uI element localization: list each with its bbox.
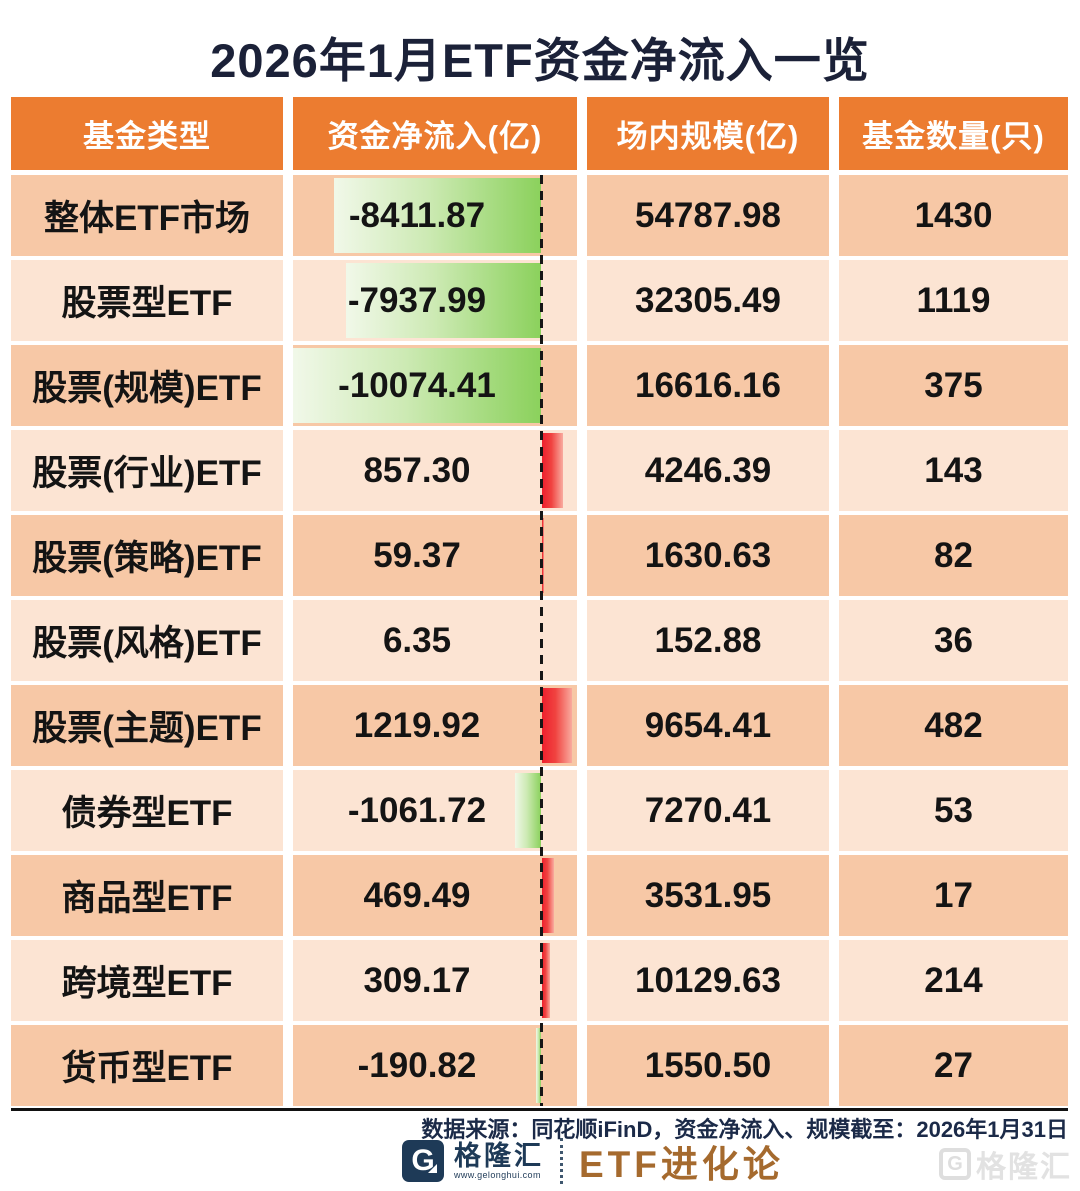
- net-flow-cell: 309.17: [293, 940, 577, 1021]
- net-flow-cell: -7937.99: [293, 260, 577, 341]
- scale-cell: 16616.16: [587, 345, 829, 426]
- table-bottom-rule: [11, 1108, 1068, 1111]
- watermark-logo-icon: G: [939, 1148, 971, 1180]
- fund-type-cell: 货币型ETF: [11, 1025, 283, 1106]
- table-header-row: 基金类型 资金净流入(亿) 场内规模(亿) 基金数量(只): [11, 97, 1068, 170]
- net-flow-cell: -8411.87: [293, 175, 577, 256]
- table-row: 股票(主题)ETF 1219.92 9654.41 482: [11, 685, 1068, 766]
- net-flow-cell: -10074.41: [293, 345, 577, 426]
- net-flow-value: 857.30: [363, 450, 471, 490]
- brand-divider: [560, 1138, 563, 1184]
- fund-type-cell: 股票(规模)ETF: [11, 345, 283, 426]
- scale-cell: 32305.49: [587, 260, 829, 341]
- net-flow-cell: 857.30: [293, 430, 577, 511]
- inflow-bar: [542, 943, 550, 1018]
- scale-cell: 9654.41: [587, 685, 829, 766]
- fund-type-cell: 股票型ETF: [11, 260, 283, 341]
- net-flow-value: -7937.99: [347, 280, 487, 320]
- fund-type-cell: 股票(行业)ETF: [11, 430, 283, 511]
- fund-type-cell: 商品型ETF: [11, 855, 283, 936]
- scale-cell: 10129.63: [587, 940, 829, 1021]
- brand-name: 格隆汇: [454, 1140, 544, 1171]
- header-net-flow: 资金净流入(亿): [293, 97, 577, 170]
- scale-cell: 152.88: [587, 600, 829, 681]
- inflow-bar: [542, 433, 564, 508]
- table-row: 股票(策略)ETF 59.37 1630.63 82: [11, 515, 1068, 596]
- header-scale: 场内规模(亿): [587, 97, 829, 170]
- net-flow-value: 309.17: [363, 960, 471, 1000]
- net-flow-value: 59.37: [373, 535, 461, 575]
- scale-cell: 4246.39: [587, 430, 829, 511]
- net-flow-value: -8411.87: [348, 195, 486, 235]
- table-row: 股票(风格)ETF 6.35 152.88 36: [11, 600, 1068, 681]
- count-cell: 27: [839, 1025, 1068, 1106]
- table-row: 货币型ETF -190.82 1550.50 27: [11, 1025, 1068, 1106]
- data-source-note: 数据来源：同花顺iFinD，资金净流入、规模截至：2026年1月31日: [421, 1117, 1068, 1142]
- etf-table: 基金类型 资金净流入(亿) 场内规模(亿) 基金数量(只) 整体ETF市场 -84…: [11, 97, 1068, 1111]
- logo-notch: [428, 1164, 437, 1173]
- watermark: G 格隆汇: [939, 1142, 1072, 1186]
- watermark-text: 格隆汇: [976, 1151, 1072, 1184]
- inflow-bar: [542, 688, 572, 763]
- gelonghui-logo-icon: G: [402, 1140, 444, 1182]
- net-flow-value: 1219.92: [353, 705, 481, 745]
- net-flow-value: -10074.41: [338, 365, 496, 405]
- table-row: 跨境型ETF 309.17 10129.63 214: [11, 940, 1068, 1021]
- watermark-letter: G: [947, 1152, 963, 1175]
- count-cell: 375: [839, 345, 1068, 426]
- count-cell: 36: [839, 600, 1068, 681]
- outflow-bar: [293, 348, 541, 423]
- fund-type-cell: 跨境型ETF: [11, 940, 283, 1021]
- table-body: 整体ETF市场 -8411.87 54787.98 1430 股票型ETF -7937.9…: [11, 175, 1068, 1106]
- net-flow-value: 6.35: [382, 620, 452, 660]
- outflow-bar: [345, 263, 541, 338]
- net-flow-value: -1061.72: [347, 790, 487, 830]
- brand-bar: G 格隆汇 www.gelonghui.com ETF进化论: [402, 1134, 784, 1188]
- outflow-bar: [333, 178, 541, 253]
- fund-type-cell: 股票(策略)ETF: [11, 515, 283, 596]
- scale-cell: 54787.98: [587, 175, 829, 256]
- table-row: 债券型ETF -1061.72 7270.41 53: [11, 770, 1068, 851]
- net-flow-cell: -1061.72: [293, 770, 577, 851]
- table-row: 股票(规模)ETF -10074.41 16616.16 375: [11, 345, 1068, 426]
- zero-baseline-dashed-line: [540, 175, 543, 1106]
- count-cell: 143: [839, 430, 1068, 511]
- net-flow-value: -190.82: [357, 1045, 477, 1085]
- outflow-bar: [536, 1028, 541, 1103]
- fund-type-cell: 股票(主题)ETF: [11, 685, 283, 766]
- net-flow-cell: 469.49: [293, 855, 577, 936]
- count-cell: 17: [839, 855, 1068, 936]
- scale-cell: 3531.95: [587, 855, 829, 936]
- net-flow-cell: -190.82: [293, 1025, 577, 1106]
- outflow-bar: [514, 773, 541, 848]
- page-title: 2026年1月ETF资金净流入一览: [210, 34, 870, 87]
- table-row: 商品型ETF 469.49 3531.95 17: [11, 855, 1068, 936]
- count-cell: 214: [839, 940, 1068, 1021]
- count-cell: 1430: [839, 175, 1068, 256]
- count-cell: 482: [839, 685, 1068, 766]
- header-fund-type: 基金类型: [11, 97, 283, 170]
- scale-cell: 7270.41: [587, 770, 829, 851]
- column-brand-name: ETF进化论: [579, 1144, 784, 1185]
- inflow-bar: [542, 858, 554, 933]
- brand-text-block: 格隆汇 www.gelonghui.com: [454, 1140, 544, 1180]
- count-cell: 53: [839, 770, 1068, 851]
- net-flow-value: 469.49: [363, 875, 471, 915]
- table-row: 整体ETF市场 -8411.87 54787.98 1430: [11, 175, 1068, 256]
- fund-type-cell: 债券型ETF: [11, 770, 283, 851]
- net-flow-cell: 59.37: [293, 515, 577, 596]
- count-cell: 1119: [839, 260, 1068, 341]
- table-row: 股票型ETF -7937.99 32305.49 1119: [11, 260, 1068, 341]
- header-fund-count: 基金数量(只): [839, 97, 1068, 170]
- fund-type-cell: 股票(风格)ETF: [11, 600, 283, 681]
- scale-cell: 1550.50: [587, 1025, 829, 1106]
- net-flow-cell: 6.35: [293, 600, 577, 681]
- brand-url: www.gelonghui.com: [454, 1169, 541, 1180]
- scale-cell: 1630.63: [587, 515, 829, 596]
- fund-type-cell: 整体ETF市场: [11, 175, 283, 256]
- table-row: 股票(行业)ETF 857.30 4246.39 143: [11, 430, 1068, 511]
- count-cell: 82: [839, 515, 1068, 596]
- net-flow-cell: 1219.92: [293, 685, 577, 766]
